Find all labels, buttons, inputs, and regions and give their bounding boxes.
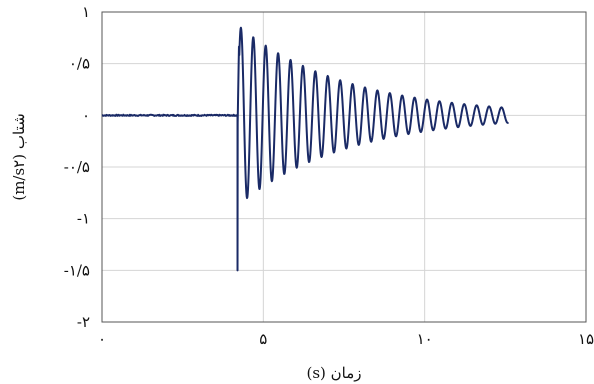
y-tick-labels: ۱ ۰/۵ ۰ -۰/۵ -۱ -۱/۵ -۲ bbox=[64, 3, 90, 331]
y-axis-title: شتاب (m/s۲) bbox=[10, 113, 28, 200]
x-tick-label: ۱۰ bbox=[417, 330, 433, 348]
grid bbox=[101, 11, 587, 323]
plot-frame bbox=[101, 11, 587, 323]
acceleration-series-line bbox=[101, 26, 510, 272]
x-tick-labels: ۰ ۵ ۱۰ ۱۵ bbox=[98, 330, 594, 348]
x-axis-title: زمان (s) bbox=[306, 364, 361, 382]
y-tick-label: -۰/۵ bbox=[64, 158, 90, 176]
y-tick-label: -۱ bbox=[77, 210, 90, 228]
y-tick-label: ۰/۵ bbox=[69, 55, 90, 73]
x-tick-label: ۰ bbox=[98, 330, 106, 348]
x-tick-label: ۵ bbox=[259, 330, 267, 348]
series-group bbox=[101, 26, 510, 272]
x-tick-label: ۱۵ bbox=[578, 330, 594, 348]
y-tick-label: ۱ bbox=[82, 3, 90, 21]
y-tick-label: ۰ bbox=[82, 106, 90, 124]
y-tick-label: -۲ bbox=[77, 313, 90, 331]
y-tick-label: -۱/۵ bbox=[64, 261, 90, 279]
